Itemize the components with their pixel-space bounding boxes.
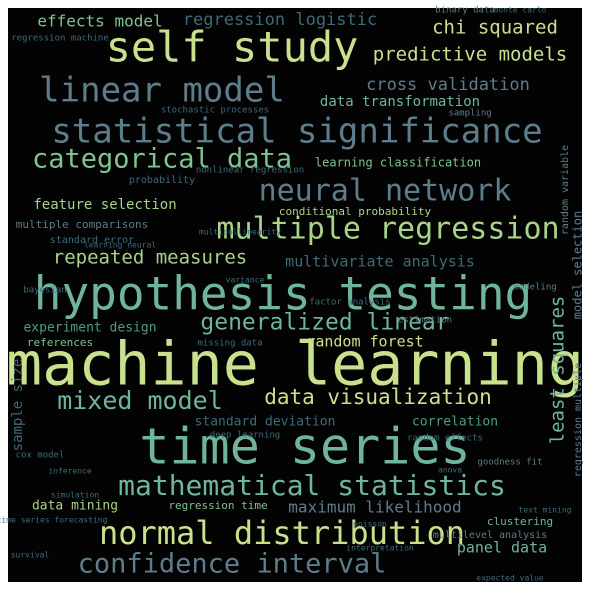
- word: stochastic processes: [161, 106, 269, 116]
- word: binary data: [435, 6, 495, 16]
- word: standard error: [50, 235, 134, 246]
- word: text mining: [519, 506, 572, 515]
- word: data mining: [32, 499, 118, 514]
- word: poisson: [353, 520, 387, 529]
- word: confidence interval: [78, 549, 387, 580]
- word: linear model: [39, 71, 285, 111]
- word: mathematical statistics: [118, 469, 506, 502]
- word: panel data: [457, 539, 547, 557]
- word: learning classification: [315, 156, 481, 170]
- word: simulation: [51, 491, 99, 500]
- word: effects model: [37, 12, 162, 31]
- word: probability: [129, 175, 195, 186]
- word: sample size: [10, 359, 26, 452]
- word: generalized linear: [200, 310, 449, 336]
- word: deep learning: [210, 431, 280, 441]
- word: chi squared: [432, 17, 558, 39]
- word: variance: [226, 276, 265, 285]
- word: feature selection: [33, 197, 176, 213]
- word: survival: [11, 551, 50, 560]
- word: nonlinear regression: [196, 166, 304, 176]
- word: data visualization: [264, 385, 492, 409]
- word: cross validation: [366, 75, 530, 95]
- word: regression multiple: [573, 363, 584, 477]
- word: sampling: [448, 109, 491, 119]
- word: repeated measures: [53, 247, 247, 269]
- word: inference: [48, 467, 92, 476]
- word: learning neural: [84, 241, 156, 250]
- word: goodness fit: [477, 458, 542, 468]
- word: bayesian: [23, 286, 66, 296]
- word: multiple regression: [216, 212, 559, 247]
- word: multiple comparisons: [16, 218, 148, 231]
- word: references: [27, 336, 93, 349]
- word: multilevel analysis: [433, 530, 547, 541]
- word: correlation: [412, 415, 498, 430]
- word: interpretation: [346, 544, 414, 553]
- cloud-background: [8, 8, 582, 582]
- word: regression time: [168, 499, 267, 512]
- word: regression machine: [11, 34, 109, 44]
- word: neural network: [259, 174, 512, 209]
- word: model selection: [571, 211, 585, 319]
- word: conditional probability: [279, 205, 432, 218]
- words: machine learning time series hypothesis te…: [0, 6, 585, 583]
- word: factor analysis: [309, 298, 390, 308]
- word: random variable: [560, 145, 571, 235]
- word: predictive models: [373, 44, 567, 66]
- word: random effects: [407, 434, 483, 444]
- word: standard deviation: [195, 415, 336, 430]
- word: random forest: [306, 333, 423, 351]
- word: missing data: [197, 339, 262, 349]
- word: modeling: [513, 283, 556, 293]
- word: maximum likelihood: [288, 498, 461, 517]
- word: regression logistic: [183, 10, 377, 30]
- word: multivariate analysis: [285, 253, 475, 271]
- word: multicollinearity: [199, 228, 281, 237]
- word: time series: [139, 418, 470, 476]
- word: expected value: [476, 574, 544, 583]
- word: time series forecasting: [0, 516, 108, 525]
- word: monte carlo: [494, 6, 547, 15]
- word: categorical data: [32, 144, 292, 175]
- word: clustering: [487, 515, 553, 528]
- word: experiment design: [23, 321, 156, 336]
- word: self study: [106, 23, 359, 72]
- word: data transformation: [320, 94, 480, 110]
- word: hypothesis testing: [34, 267, 533, 321]
- word: estimation: [398, 316, 452, 326]
- word: cox model: [16, 451, 65, 461]
- word: normal distribution: [99, 514, 465, 552]
- word: statistical significance: [51, 112, 542, 152]
- word: mixed model: [57, 386, 223, 415]
- word: machine learning: [6, 330, 584, 400]
- word: least squares: [547, 296, 569, 445]
- word: anova: [438, 466, 462, 475]
